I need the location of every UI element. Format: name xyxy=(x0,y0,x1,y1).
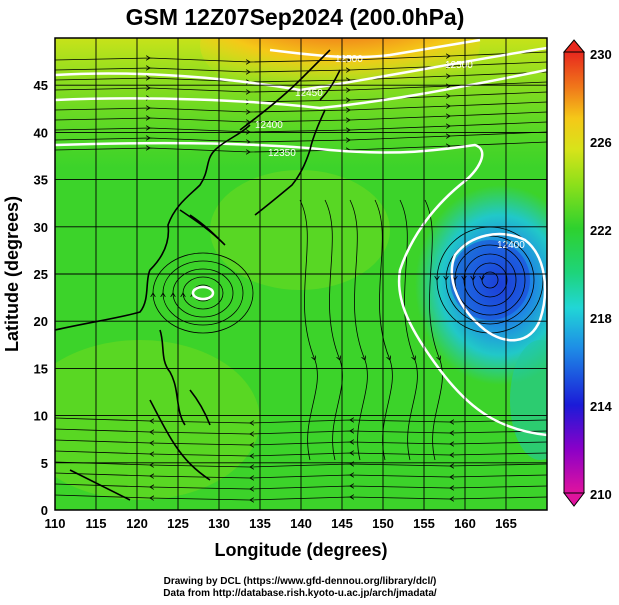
colorbar-tick-label: 214 xyxy=(590,399,612,414)
streamline xyxy=(55,101,547,112)
streamline xyxy=(183,276,224,310)
streamline xyxy=(55,495,547,500)
x-tick-label: 110 xyxy=(45,516,66,531)
colorbar-tick-label: 218 xyxy=(590,311,612,326)
streamline xyxy=(55,131,547,142)
y-axis-label: Latitude (degrees) xyxy=(2,196,22,352)
y-tick-label: 35 xyxy=(34,173,48,188)
streamline xyxy=(55,484,547,489)
plot-frame xyxy=(54,37,548,511)
y-tick-label: 30 xyxy=(34,220,48,235)
x-tick-label: 165 xyxy=(495,516,517,531)
streamline xyxy=(324,199,343,461)
streamline xyxy=(55,51,547,62)
contour-label: 12450 xyxy=(295,88,323,99)
streamline xyxy=(55,429,547,434)
x-axis-label: Longitude (degrees) xyxy=(214,540,387,560)
streamline xyxy=(437,226,544,334)
x-tick-label: 115 xyxy=(86,516,107,531)
x-tick-label: 125 xyxy=(167,516,189,531)
x-tick-label: 135 xyxy=(249,516,271,531)
streamline xyxy=(55,111,547,122)
y-tick-label: 5 xyxy=(41,456,48,471)
streamline xyxy=(455,244,526,316)
streamline xyxy=(55,451,547,456)
contour-label: 12500 xyxy=(335,54,363,65)
streamline xyxy=(55,418,547,423)
streamline xyxy=(399,199,418,461)
contour-label: 12350 xyxy=(268,148,296,159)
y-tick-label: 0 xyxy=(41,503,48,518)
streamline xyxy=(464,253,517,307)
credits-line-drawing: Drawing by DCL (https://www.gfd-dennou.o… xyxy=(163,576,437,587)
streamline xyxy=(153,252,254,334)
contour-label: 12400 xyxy=(255,120,283,131)
y-tick-label: 10 xyxy=(34,409,48,424)
colorbar-tick-label: 226 xyxy=(590,135,612,150)
streamline xyxy=(424,199,443,461)
streamline xyxy=(55,440,547,445)
streamline xyxy=(55,473,547,478)
streamline xyxy=(163,260,244,326)
streamline xyxy=(299,199,318,461)
credits: Drawing by DCL (https://www.gfd-dennou.o… xyxy=(0,576,600,600)
x-tick-label: 145 xyxy=(331,516,353,531)
x-tick-label: 155 xyxy=(413,516,435,531)
colorbar-tick-label: 230 xyxy=(590,47,612,62)
y-tick-label: 40 xyxy=(34,125,48,140)
streamline xyxy=(482,271,499,289)
y-axis: 0 5 10 15 20 25 30 35 40 45 Latitude (de… xyxy=(2,78,48,518)
x-tick-label: 120 xyxy=(126,516,148,531)
field-layer: 12500 12450 12400 12350 12400 12500 xyxy=(55,38,547,510)
y-tick-label: 45 xyxy=(34,78,48,93)
grid-lines xyxy=(55,38,547,510)
y-tick-label: 20 xyxy=(34,314,48,329)
colorbar-scale xyxy=(563,51,585,494)
x-tick-label: 140 xyxy=(290,516,312,531)
colorbar: 210 214 218 222 226 230 xyxy=(562,39,612,507)
coastlines xyxy=(55,49,341,501)
colorbar-min-arrow xyxy=(562,492,586,507)
y-tick-label: 15 xyxy=(34,361,48,376)
contour-label: 12500 xyxy=(445,60,473,71)
colorbar-tick-label: 210 xyxy=(590,487,612,502)
contour-labels: 12500 12450 12400 12350 12400 12500 xyxy=(255,54,525,251)
chart-title: GSM 12Z07Sep2024 (200.0hPa) xyxy=(125,4,465,30)
streamline xyxy=(55,121,547,132)
streamline xyxy=(55,61,547,72)
streamline xyxy=(473,262,508,298)
x-tick-label: 160 xyxy=(454,516,476,531)
colorbar-tick-label: 222 xyxy=(590,223,612,238)
x-tick-label: 130 xyxy=(208,516,230,531)
x-axis: 110 115 120 125 130 135 140 145 150 155 … xyxy=(45,516,517,560)
credits-line-data: Data from http://database.rish.kyoto-u.a… xyxy=(163,588,437,599)
streamlines xyxy=(55,51,547,500)
colorbar-max-arrow xyxy=(562,39,586,53)
y-tick-label: 25 xyxy=(34,267,48,282)
streamline xyxy=(349,199,368,461)
streamline xyxy=(446,235,535,325)
contour-label: 12400 xyxy=(497,240,525,251)
streamline xyxy=(374,199,393,461)
x-tick-label: 150 xyxy=(372,516,394,531)
streamline xyxy=(55,462,547,467)
